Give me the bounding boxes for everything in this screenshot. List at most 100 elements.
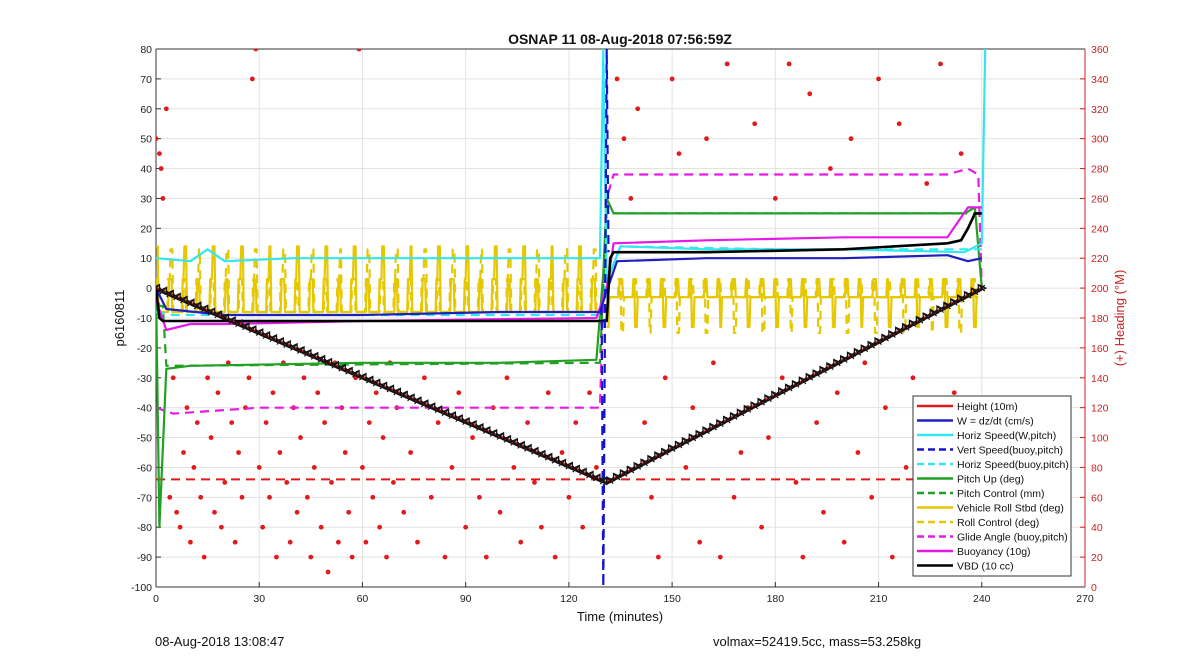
heading-dot (274, 554, 279, 560)
height-marker (956, 294, 967, 304)
y-tick-label-left: -10 (137, 313, 152, 325)
heading-dot (903, 465, 909, 470)
y-tick-label-left: 70 (140, 74, 152, 86)
x-tick-label: 90 (460, 593, 472, 605)
height-marker-x (407, 394, 415, 402)
height-marker (570, 464, 580, 474)
height-marker (888, 329, 898, 339)
height-marker (425, 402, 436, 412)
height-marker-x (606, 477, 614, 485)
height-marker (308, 351, 319, 361)
heading-dot (518, 539, 524, 545)
height-marker (633, 461, 644, 471)
height-marker (439, 408, 450, 418)
height-marker-x (668, 445, 676, 452)
height-marker (294, 345, 305, 355)
height-marker (405, 393, 415, 403)
heading-dot (157, 151, 162, 157)
y-tick-label-left: 0 (146, 283, 152, 295)
height-marker (750, 401, 761, 411)
heading-dot (497, 509, 503, 515)
height-marker (473, 422, 484, 433)
heading-dot (335, 539, 341, 545)
height-marker-x (393, 388, 401, 396)
heading-dot (827, 166, 833, 171)
height-marker-x (778, 388, 786, 395)
height-marker-x (751, 402, 759, 410)
height-marker-x (242, 323, 249, 331)
height-marker (936, 304, 947, 315)
height-marker (791, 379, 802, 389)
height-marker (198, 304, 209, 314)
height-marker-x (448, 412, 456, 420)
height-marker-x (228, 317, 236, 325)
height-marker (908, 319, 919, 329)
heading-dot (552, 554, 558, 560)
heading-dot (373, 390, 379, 396)
heading-dot (580, 524, 586, 530)
height-marker-x (627, 466, 635, 474)
y-tick-label-right: 340 (1091, 74, 1109, 86)
height-marker-x (290, 344, 298, 351)
height-marker-x (613, 473, 621, 481)
legend-label-roll: Vehicle Roll Stbd (deg) (957, 503, 1064, 515)
height-marker (563, 461, 574, 471)
heading-dot (287, 539, 293, 545)
height-marker (757, 397, 768, 407)
height-marker (681, 436, 692, 446)
height-marker-x (882, 334, 889, 342)
heading-dot (277, 450, 283, 455)
height-marker (723, 415, 733, 425)
height-marker (798, 376, 809, 386)
heading-dot (181, 450, 186, 455)
y-tick-label-right: 20 (1091, 552, 1103, 564)
heading-dot (377, 524, 383, 530)
legend-label-glide: Glide Angle (buoy,pitch) (957, 532, 1068, 544)
heading-dot (821, 509, 826, 515)
height-marker (977, 283, 988, 293)
legend-box (912, 395, 1072, 577)
height-marker-x (303, 349, 311, 357)
heading-dot (587, 390, 592, 396)
footer-volmax-mass: volmax=52419.5cc, mass=53.258kg (713, 634, 922, 649)
height-marker (391, 387, 402, 397)
heading-dot (896, 121, 902, 127)
heading-dot (325, 569, 331, 575)
legend: Height (10m) W = dz/dt (cm/s) Horiz Speed(… (912, 395, 1072, 577)
x-tick-label: 210 (870, 593, 888, 605)
heading-dot (910, 375, 916, 381)
height-marker (418, 399, 429, 409)
height-marker (246, 325, 257, 335)
height-marker-x (957, 295, 965, 303)
x-axis-label: Time (minutes) (577, 609, 663, 624)
legend-label-pitch_ctrl: Pitch Control (mm) (957, 488, 1045, 500)
heading-dot (384, 554, 389, 560)
height-marker (846, 351, 857, 361)
heading-dot (260, 524, 266, 530)
height-marker (950, 297, 960, 307)
footer-timestamp: 08-Aug-2018 13:08:47 (155, 634, 285, 649)
height-marker-x (297, 346, 304, 354)
heading-dot (463, 524, 469, 530)
height-marker (922, 312, 933, 322)
height-marker-x (730, 413, 738, 420)
height-marker (784, 383, 795, 393)
height-marker (640, 458, 651, 468)
series-horiz_speed (156, 49, 987, 284)
heading-dot (655, 554, 661, 560)
heading-dot (649, 494, 654, 500)
height-marker (528, 446, 539, 456)
heading-dot (156, 136, 159, 142)
heading-dot (793, 479, 799, 485)
height-marker-x (826, 363, 834, 370)
height-marker-x (737, 409, 745, 417)
height-marker-x (200, 305, 208, 313)
heading-dot (483, 554, 489, 560)
y-tick-label-left: 40 (140, 164, 152, 176)
heading-dot (683, 465, 689, 470)
height-marker-x (503, 435, 511, 443)
height-marker-x (414, 397, 421, 405)
height-marker (729, 411, 740, 421)
height-marker (654, 451, 664, 461)
height-marker (577, 467, 587, 477)
